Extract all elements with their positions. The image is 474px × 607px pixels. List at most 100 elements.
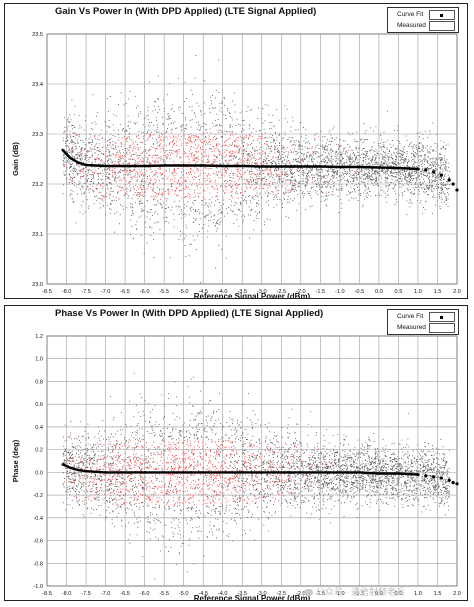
measured-point (156, 119, 157, 121)
measured-point (131, 171, 133, 173)
measured-point (202, 227, 204, 229)
measured-point (85, 181, 87, 183)
measured-point (393, 130, 395, 131)
measured-point (154, 150, 156, 152)
measured-point (443, 147, 445, 149)
measured-point (201, 159, 203, 161)
measured-point (250, 202, 252, 203)
measured-point (243, 124, 245, 126)
measured-point (370, 179, 372, 180)
measured-point (238, 209, 240, 211)
measured-point (166, 154, 168, 155)
measured-point (303, 160, 305, 162)
measured-point (90, 174, 92, 176)
measured-point (322, 181, 324, 183)
measured-point (406, 214, 408, 216)
measured-point (153, 154, 155, 156)
measured-point (119, 223, 120, 225)
measured-point (365, 159, 366, 161)
measured-point (152, 175, 154, 177)
measured-point (72, 151, 73, 152)
measured-point (189, 170, 191, 172)
measured-point (101, 160, 103, 162)
measured-point (238, 184, 239, 185)
measured-point (149, 81, 150, 83)
measured-point (329, 179, 331, 181)
measured-point (209, 199, 211, 200)
measured-point (176, 188, 178, 189)
measured-point (181, 197, 183, 199)
measured-point (247, 160, 249, 162)
measured-point (400, 180, 402, 182)
measured-point (249, 195, 251, 196)
measured-point (80, 169, 82, 170)
measured-point (341, 189, 343, 191)
measured-point (197, 188, 199, 190)
measured-point (341, 188, 343, 190)
measured-point (388, 155, 390, 157)
measured-point (435, 176, 437, 178)
measured-point (296, 170, 298, 171)
measured-point (399, 177, 401, 179)
measured-point (366, 169, 368, 171)
measured-point (107, 155, 109, 157)
measured-point (303, 170, 304, 171)
measured-point (424, 181, 425, 183)
measured-point (321, 171, 323, 173)
measured-point (269, 170, 271, 172)
measured-point (128, 169, 130, 171)
measured-point (312, 177, 313, 178)
measured-point (92, 129, 94, 131)
measured-point (90, 150, 92, 152)
measured-point (114, 160, 116, 162)
measured-point (201, 200, 203, 202)
measured-point (125, 189, 127, 190)
measured-point (160, 136, 162, 138)
measured-point (267, 195, 268, 197)
measured-point (399, 155, 401, 157)
measured-point (302, 160, 304, 161)
measured-point (427, 167, 428, 168)
measured-point (201, 184, 203, 185)
measured-point (96, 184, 98, 186)
measured-point (351, 162, 353, 164)
measured-point (423, 207, 424, 208)
measured-point (237, 163, 239, 165)
measured-point (136, 163, 138, 165)
measured-point (213, 187, 215, 189)
measured-point (330, 152, 332, 154)
measured-point (392, 140, 393, 142)
measured-point (144, 190, 146, 192)
measured-point (380, 175, 382, 177)
measured-point (244, 199, 245, 201)
measured-point (374, 154, 376, 155)
measured-point (311, 146, 313, 148)
measured-point (256, 203, 257, 204)
measured-point (320, 176, 322, 177)
measured-point (384, 192, 386, 194)
measured-point (128, 181, 130, 183)
measured-point (62, 137, 64, 139)
measured-point (444, 201, 445, 203)
measured-point (269, 183, 270, 184)
measured-point (402, 147, 404, 149)
measured-point (257, 167, 259, 169)
measured-point (315, 182, 317, 184)
measured-point (391, 163, 393, 164)
measured-point (233, 205, 235, 206)
measured-point (367, 174, 368, 176)
measured-point (447, 181, 449, 183)
measured-point (77, 158, 78, 160)
measured-point (445, 184, 447, 186)
measured-point (307, 172, 309, 174)
measured-point (358, 162, 359, 164)
measured-point (242, 219, 244, 221)
measured-point (325, 174, 327, 176)
measured-point (254, 157, 256, 159)
measured-point (181, 113, 183, 114)
measured-point (73, 170, 75, 172)
measured-point (418, 146, 420, 148)
measured-point (364, 174, 366, 176)
measured-point (106, 184, 107, 186)
measured-point (135, 162, 137, 163)
